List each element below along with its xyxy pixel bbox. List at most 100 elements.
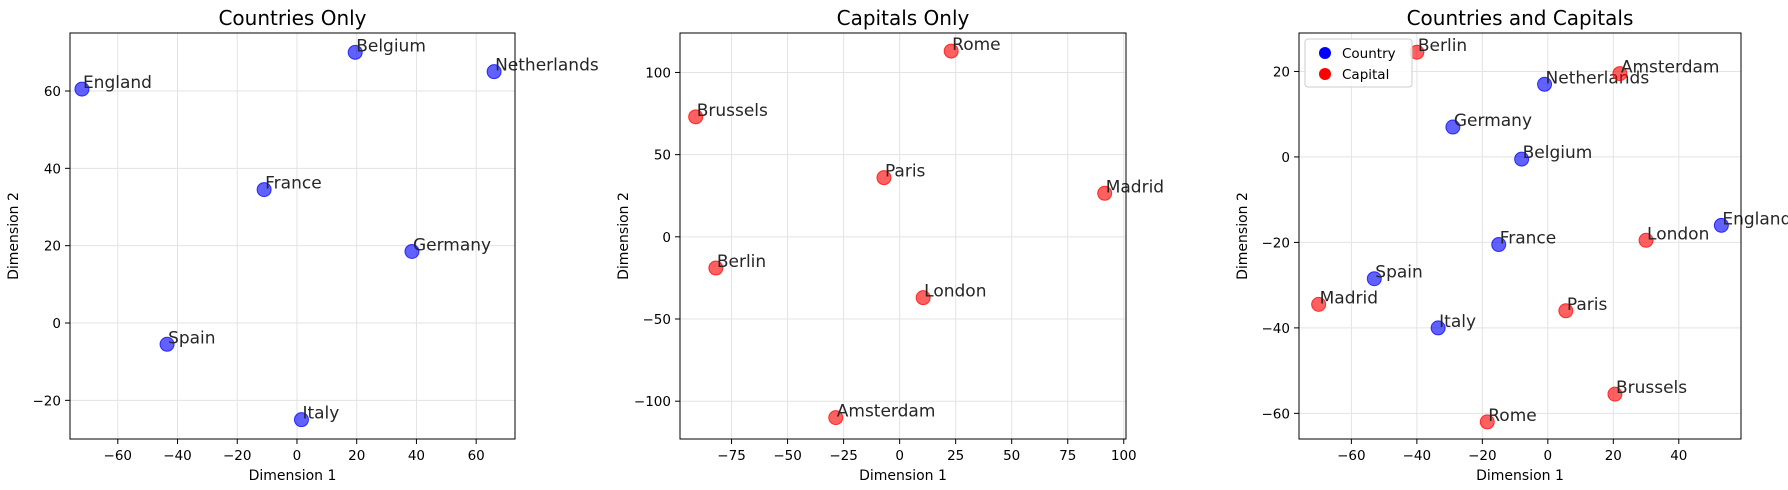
point-label-france: France [265,174,322,194]
data-point-berlin [708,260,724,276]
data-point-amsterdam [1612,66,1628,82]
y-tick-label: −50 [643,312,672,328]
data-point-italy [293,412,309,428]
data-point-paris [876,170,892,186]
y-tick-label: −60 [1262,406,1291,422]
point-label-germany: Germany [1454,111,1532,131]
point-label-germany: Germany [413,235,491,255]
y-tick-label: 100 [645,65,671,81]
x-tick-label: 50 [1003,448,1020,464]
y-tick-label: −20 [33,393,62,409]
point-label-england: England [1722,209,1788,229]
x-tick-label: −60 [104,448,133,464]
point-label-london: London [1647,224,1709,244]
y-tick-label: 0 [1281,150,1290,166]
data-point-brussels [688,109,704,125]
data-point-rome [943,43,959,59]
x-tick-label: −50 [773,448,802,464]
data-point-netherlands [486,64,502,80]
x-tick-label: 60 [468,448,485,464]
data-point-england [1713,217,1729,233]
x-tick-label: 0 [895,448,904,464]
legend-marker-capital [1319,68,1331,80]
y-tick-label: −40 [1262,321,1291,337]
data-point-italy [1430,320,1446,336]
legend-label-country: Country [1342,46,1396,62]
x-tick-label: −75 [717,448,746,464]
point-label-berlin: Berlin [717,252,766,272]
chart-panel-1: −60 −40 −20 0 20 40 60 −20 0 20 40 60 England Belgium… [6,6,599,484]
x-tick-label: −20 [223,448,252,464]
y-axis-label: Dimension 2 [616,192,632,280]
y-axis-label: Dimension 2 [6,192,22,280]
y-tick-label: 0 [52,316,61,332]
x-tick-label: 0 [293,448,302,464]
point-label-spain: Spain [168,328,216,348]
y-axis-label: Dimension 2 [1235,192,1251,280]
x-tick-label: 20 [1605,448,1622,464]
data-point-netherlands [1537,76,1553,92]
x-tick-label: 40 [408,448,425,464]
x-tick-label: 75 [1059,448,1076,464]
data-point-germany [404,243,420,259]
data-point-rome [1479,414,1495,430]
data-point-belgium [347,44,363,60]
data-point-paris [1558,303,1574,319]
chart-title: Countries Only [218,6,366,30]
data-point-belgium [1514,151,1530,167]
x-tick-label: 0 [1544,448,1553,464]
point-label-london: London [924,282,986,302]
plot-frame [679,32,1127,440]
point-label-spain: Spain [1375,263,1423,283]
x-tick-label: −60 [1337,448,1366,464]
point-label-italy: Italy [1439,312,1476,332]
point-label-netherlands: Netherlands [495,56,599,76]
data-point-germany [1445,119,1461,135]
y-tick-label: 40 [44,161,61,177]
data-point-amsterdam [828,410,844,426]
point-label-brussels: Brussels [697,101,768,121]
plot-frame [1298,32,1742,440]
x-tick-label: 20 [348,448,365,464]
point-label-rome: Rome [1488,406,1536,426]
point-label-madrid: Madrid [1106,177,1164,197]
x-tick-label: −20 [1468,448,1497,464]
legend-label-capital: Capital [1342,67,1389,83]
data-point-france [256,182,272,198]
point-label-amsterdam: Amsterdam [837,402,936,422]
point-label-italy: Italy [302,404,339,424]
chart-title: Capitals Only [837,6,970,30]
legend-marker-country [1319,47,1331,59]
data-point-france [1491,237,1507,253]
x-axis-label: Dimension 1 [1476,468,1564,484]
data-point-brussels [1607,386,1623,402]
legend: Country Capital [1304,38,1413,88]
point-label-amsterdam: Amsterdam [1621,58,1720,78]
point-label-belgium: Belgium [356,36,426,56]
x-tick-label: −40 [1403,448,1432,464]
y-tick-label: 60 [44,84,61,100]
y-tick-label: 50 [654,148,671,164]
data-point-london [915,290,931,306]
y-tick-label: 20 [1273,64,1290,80]
x-axis-label: Dimension 1 [249,468,337,484]
y-tick-label: 20 [44,239,61,255]
x-tick-label: 100 [1111,448,1137,464]
data-point-madrid [1097,185,1113,201]
x-tick-label: −40 [163,448,192,464]
data-point-london [1638,232,1654,248]
y-tick-label: −100 [634,394,671,410]
point-label-madrid: Madrid [1320,288,1378,308]
data-point-spain [1366,271,1382,287]
y-tick-label: −20 [1262,235,1291,251]
y-tick-label: 0 [662,230,671,246]
legend-box [1304,38,1413,88]
point-label-brussels: Brussels [1616,378,1687,398]
point-label-paris: Paris [885,162,926,182]
x-tick-label: −25 [829,448,858,464]
chart-panel-2: −75 −50 −25 0 25 50 75 100 −100 −50 0 50 100 Rome Brus… [616,6,1164,484]
chart-title: Countries and Capitals [1407,6,1634,30]
point-label-belgium: Belgium [1523,143,1593,163]
